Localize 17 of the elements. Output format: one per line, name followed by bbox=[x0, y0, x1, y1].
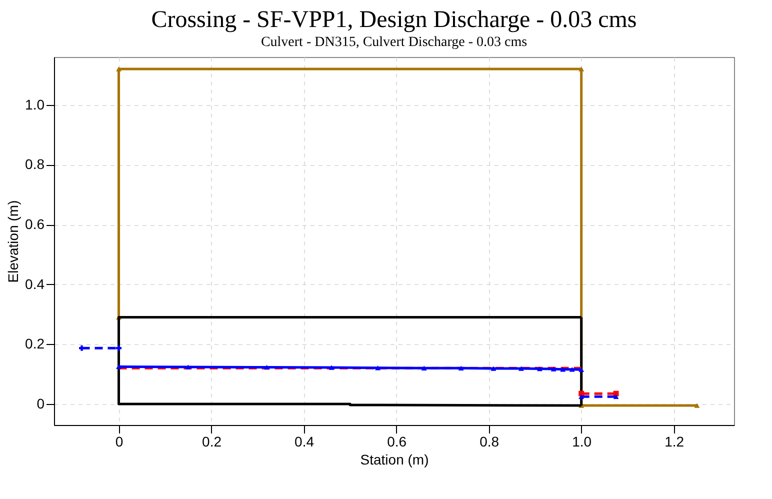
y-tick-label: 0.2 bbox=[25, 336, 45, 352]
y-axis-title: Elevation (m) bbox=[5, 200, 22, 283]
y-tick-label: 1.0 bbox=[25, 96, 45, 112]
chart-title: Crossing - SF-VPP1, Design Discharge - 0.03 cms bbox=[151, 7, 637, 33]
y-tick-label: 0 bbox=[36, 396, 45, 412]
y-tick-label: 0.4 bbox=[25, 276, 45, 292]
x-tick-label: 0.4 bbox=[294, 434, 314, 450]
x-tick-label: 0.2 bbox=[202, 434, 222, 450]
x-tick-label: 0.8 bbox=[480, 434, 500, 450]
x-axis-title: Station (m) bbox=[360, 452, 429, 468]
x-tick-label: 0 bbox=[115, 434, 124, 450]
y-tick-label: 0.6 bbox=[25, 216, 45, 232]
x-tick-label: 1.0 bbox=[572, 434, 592, 450]
chart-subtitle: Culvert - DN315, Culvert Discharge - 0.03 cms bbox=[260, 35, 528, 50]
x-tick-label: 1.2 bbox=[664, 434, 684, 450]
x-tick-label: 0.6 bbox=[387, 434, 407, 450]
y-tick-label: 0.8 bbox=[25, 156, 45, 172]
